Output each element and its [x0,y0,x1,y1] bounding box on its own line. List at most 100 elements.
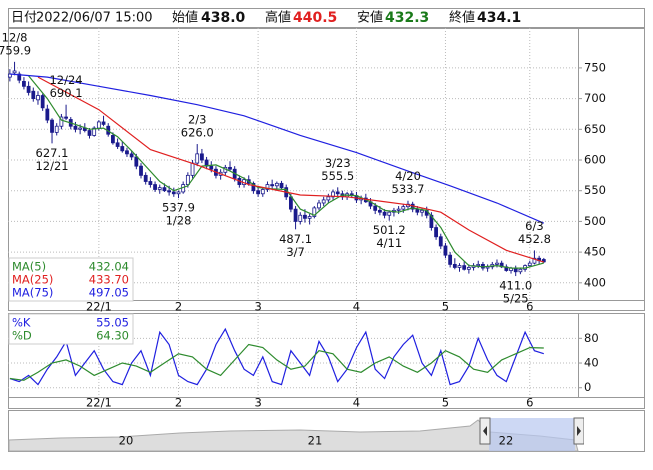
annotation-price: 626.0 [181,126,214,140]
annotation-date: 1/28 [166,214,192,228]
legend-box [8,313,134,345]
main-panel [8,28,645,311]
line-series [28,75,544,269]
annotation-date: 2/3 [188,113,207,127]
candle-body [148,181,153,185]
y-tick-label: 40 [584,356,599,370]
y-tick-label: 500 [584,214,606,228]
candle-body [153,184,157,190]
annotation-date: 5/25 [503,292,529,306]
handle-arrow [483,426,487,436]
candle-body [87,130,92,136]
x-tick-label: 6 [526,396,533,410]
y-tick-label: 650 [584,122,606,136]
candle-body [307,216,312,219]
candle-body [167,190,172,193]
candle-body [452,263,457,268]
high-label: 高値 [265,10,291,26]
high-value: 440.5 [293,10,337,26]
y-tick-label: 400 [584,275,606,289]
y-tick-label: 750 [584,60,606,74]
annotation-date: 4/11 [376,236,402,250]
stoch-panel [8,313,645,409]
candle-body [26,85,31,93]
candle-body [111,135,115,144]
datetime: 2022/06/07 15:00 [36,11,153,26]
candle-body [495,262,499,265]
legend-name: %K [12,316,31,330]
legend-name: MA(75) [12,286,53,300]
candle-body [415,208,420,213]
legend-name: %D [12,329,32,343]
candle-body [288,196,293,210]
candle-body [377,209,382,213]
candle-body [96,121,101,129]
candle-body [527,262,532,267]
annotation-price: 690.1 [50,86,83,100]
close-value: 434.1 [477,10,521,26]
header-box [8,8,645,28]
annotation-price: 555.5 [321,169,354,183]
navigator[interactable]: 20 21 22 [8,410,645,452]
y-tick-label: 550 [584,183,606,197]
candle-body [396,208,401,211]
candle-body [312,207,317,217]
candle-body [195,153,200,164]
candle-body [125,150,129,155]
date-label: 日付 [11,11,37,26]
annotation-price: 537.9 [162,201,195,215]
annotation-price: 627.1 [36,146,69,160]
handle-arrow [577,426,581,436]
x-tick-label: 2 [175,300,182,314]
annotation-date: 12/8 [2,30,28,44]
y-tick-label: 450 [584,245,606,259]
x-tick-label: 6 [526,300,533,314]
annotation-price: 533.7 [392,182,425,196]
candle-body [59,116,64,127]
annotation-date: 12/24 [49,73,82,87]
year-label: 21 [308,434,323,448]
legend: %K 55.05 %D 64.30 [8,313,134,345]
candle-body [251,182,256,192]
candle-body [209,165,214,170]
candle-body [260,189,265,195]
candle-body [78,127,83,130]
candle-body [143,174,148,182]
candle-body [50,119,54,133]
candle-body [448,254,453,265]
candle-body [157,187,162,190]
candle-body [36,95,40,101]
x-tick-label: 3 [254,300,261,314]
candle-body [17,73,22,81]
candle-body [200,153,204,161]
x-tick-label: 5 [442,300,449,314]
candle-body [228,166,232,170]
line-series [9,343,544,381]
legend-value: 432.04 [89,260,129,274]
candle-body [7,73,12,78]
candle-body [279,182,284,189]
candle-body [190,162,195,176]
x-tick-label: 5 [442,396,449,410]
candle-body [73,125,78,130]
year-label: 20 [119,434,134,448]
y-tick-label: 0 [584,380,591,394]
candle-body [162,187,167,192]
candle-body [120,146,125,152]
annotation-date: 12/21 [35,159,68,173]
line-series [9,73,545,224]
candle-body [335,191,340,195]
annotation-date: 4/20 [395,169,421,183]
candle-body [115,142,120,147]
x-tick-label: 4 [353,300,360,314]
low-value: 432.3 [385,10,429,26]
candle-body [40,95,45,109]
x-tick-label: 2 [175,396,182,410]
candle-body [387,211,392,216]
candle-body [176,191,181,195]
legend: MA(5) 432.04 MA(25) 433.70 MA(75) 497.05 [8,257,134,302]
legend-name: MA(5) [12,260,46,274]
navigator-blank [584,411,644,451]
